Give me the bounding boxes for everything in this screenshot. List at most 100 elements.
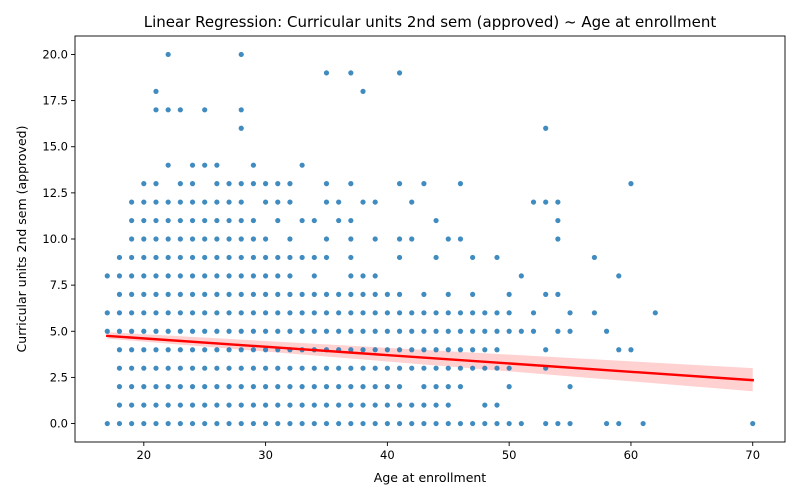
y-tick-label: 7.5 <box>50 278 68 292</box>
scatter-point <box>214 162 220 168</box>
scatter-point <box>287 402 293 408</box>
scatter-point <box>372 384 378 390</box>
scatter-point <box>518 328 524 334</box>
scatter-point <box>226 347 232 353</box>
scatter-point <box>311 254 317 261</box>
scatter-point <box>396 181 403 187</box>
scatter-point <box>214 347 220 353</box>
scatter-point <box>470 310 476 316</box>
scatter-point <box>262 291 269 297</box>
scatter-point <box>165 402 171 408</box>
scatter-point <box>202 402 208 408</box>
scatter-point <box>202 217 208 224</box>
scatter-point <box>409 236 415 242</box>
scatter-point <box>360 199 366 205</box>
scatter-point <box>129 402 135 408</box>
scatter-point <box>226 291 232 297</box>
scatter-point <box>262 181 269 187</box>
scatter-point <box>153 254 159 261</box>
scatter-point <box>153 328 159 334</box>
scatter-point <box>396 236 403 242</box>
scatter-point <box>214 402 220 408</box>
scatter-point <box>372 199 378 205</box>
scatter-point <box>372 273 378 279</box>
y-tick-label: 0.0 <box>50 417 68 431</box>
scatter-point <box>214 328 220 334</box>
scatter-point <box>214 236 220 242</box>
scatter-point <box>530 328 537 334</box>
scatter-point <box>348 217 354 224</box>
scatter-point <box>202 107 208 113</box>
scatter-point <box>104 273 110 279</box>
y-tick-label: 17.5 <box>42 94 68 108</box>
scatter-point <box>494 402 500 408</box>
scatter-point <box>603 328 610 334</box>
scatter-point <box>299 328 305 334</box>
scatter-point <box>165 328 171 334</box>
scatter-point <box>116 347 123 353</box>
scatter-point <box>189 273 196 279</box>
scatter-point <box>299 420 305 427</box>
scatter-point <box>543 291 549 297</box>
scatter-point <box>299 402 305 408</box>
scatter-point <box>238 125 244 131</box>
scatter-point <box>336 217 342 224</box>
scatter-point <box>104 420 110 427</box>
scatter-point <box>323 181 330 187</box>
scatter-point <box>336 402 342 408</box>
scatter-point <box>177 107 183 113</box>
scatter-point <box>153 199 159 205</box>
scatter-point <box>311 328 317 334</box>
scatter-point <box>421 181 427 187</box>
scatter-point <box>116 365 123 371</box>
scatter-point <box>384 328 390 334</box>
scatter-point <box>311 384 317 390</box>
scatter-point <box>421 420 427 427</box>
scatter-point <box>287 365 293 371</box>
scatter-point <box>299 254 305 261</box>
scatter-point <box>153 217 159 224</box>
scatter-point <box>457 365 464 371</box>
scatter-point <box>287 384 293 390</box>
scatter-point <box>153 365 159 371</box>
scatter-point <box>506 420 512 427</box>
scatter-point <box>457 310 464 316</box>
scatter-point <box>189 347 196 353</box>
scatter-point <box>189 162 196 168</box>
y-tick-label: 20.0 <box>42 47 68 61</box>
scatter-point <box>202 291 208 297</box>
scatter-point <box>482 310 488 316</box>
scatter-point <box>202 273 208 279</box>
scatter-point <box>409 402 415 408</box>
scatter-point <box>311 217 317 224</box>
scatter-point <box>189 181 196 187</box>
scatter-point <box>396 70 403 76</box>
scatter-point <box>323 365 330 371</box>
scatter-point <box>141 347 147 353</box>
scatter-point <box>360 402 366 408</box>
scatter-point <box>275 217 281 224</box>
x-tick-label: 50 <box>502 448 517 462</box>
scatter-point <box>189 310 196 316</box>
scatter-point <box>360 310 366 316</box>
scatter-point <box>250 310 257 316</box>
scatter-point <box>360 420 366 427</box>
scatter-point <box>202 254 208 261</box>
scatter-point <box>238 420 244 427</box>
scatter-point <box>177 273 183 279</box>
scatter-point <box>384 402 390 408</box>
scatter-point <box>141 328 147 334</box>
scatter-point <box>470 291 476 297</box>
scatter-point <box>189 365 196 371</box>
scatter-point <box>421 384 427 390</box>
scatter-point <box>409 420 415 427</box>
scatter-point <box>336 310 342 316</box>
scatter-point <box>336 199 342 205</box>
scatter-point <box>202 328 208 334</box>
scatter-point <box>628 181 634 187</box>
scatter-point <box>396 384 403 390</box>
scatter-point <box>226 420 232 427</box>
scatter-point <box>189 384 196 390</box>
scatter-point <box>567 328 573 334</box>
